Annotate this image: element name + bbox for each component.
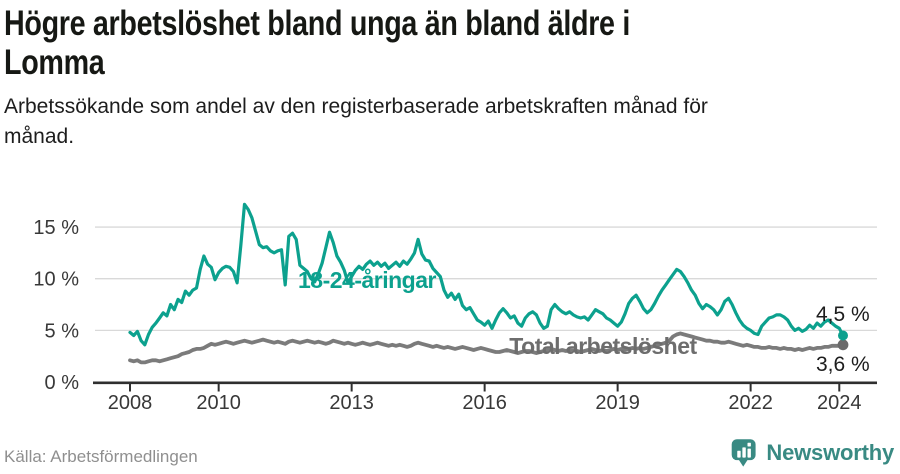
x-axis-tick-label: 2016 [462, 392, 507, 414]
newsworthy-logo-icon [732, 439, 756, 467]
series-label-total: Total arbetslöshet [509, 333, 697, 359]
subtitle-line-1: Arbetssökande som andel av den registerb… [4, 95, 708, 118]
y-axis-tick-label: 10 % [33, 269, 79, 291]
newsworthy-logo-text: Newsworthy [766, 439, 894, 465]
end-dot-youth [838, 330, 848, 341]
y-axis-tick-label: 0 % [45, 372, 80, 394]
end-dot-total [837, 339, 849, 351]
logo-bar-short [737, 450, 742, 458]
series-label-youth: 18-24-åringar [298, 267, 437, 293]
end-value-label-youth: 4,5 % [816, 303, 870, 326]
page-title: Högre arbetslöshet bland unga än bland ä… [4, 4, 630, 82]
series-line-total [128, 331, 845, 365]
series-line-youth [128, 202, 845, 347]
x-axis-tick-label: 2024 [817, 392, 862, 414]
newsworthy-logo: Newsworthy [730, 436, 894, 469]
title-line-2: Lomma [4, 43, 105, 82]
x-axis-tick-label: 2013 [329, 392, 374, 414]
logo-bar-tall [742, 447, 747, 458]
subtitle-line-2: månad. [4, 125, 75, 148]
logo-exclamation-bar [747, 448, 752, 458]
x-axis-tick-label: 2022 [728, 392, 773, 414]
source-note: Källa: Arbetsförmedlingen [4, 447, 198, 466]
title-line-1: Högre arbetslöshet bland unga än bland ä… [4, 4, 630, 43]
x-axis-tick-label: 2019 [595, 392, 640, 414]
x-axis-tick-label: 2008 [108, 392, 153, 414]
end-value-label-total: 3,6 % [816, 353, 870, 376]
chart-subtitle: Arbetssökande som andel av den registerb… [4, 92, 708, 152]
logo-exclamation-dot [747, 442, 752, 447]
y-axis-tick-label: 15 % [33, 217, 79, 239]
x-axis-tick-label: 2010 [196, 392, 241, 414]
y-axis-tick-label: 5 % [45, 320, 80, 342]
